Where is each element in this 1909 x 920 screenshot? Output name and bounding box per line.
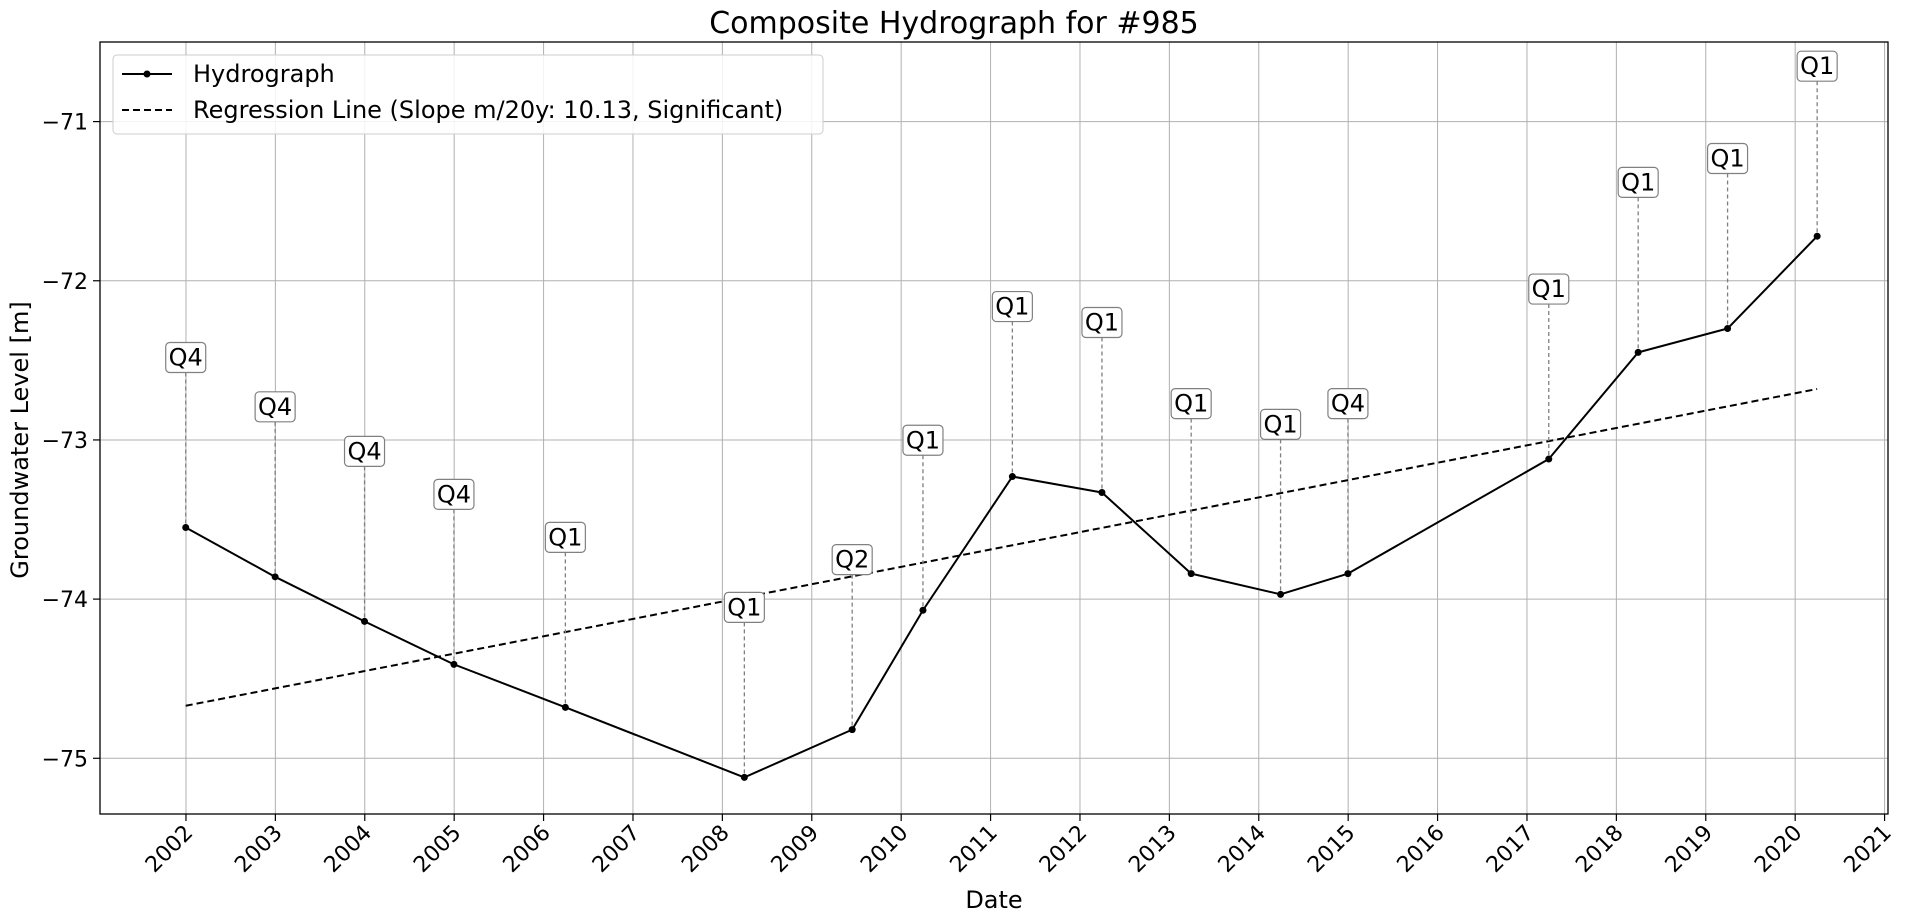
annotation-box xyxy=(1081,306,1123,339)
annotation-label: Q1 xyxy=(727,593,761,621)
legend-hydrograph-marker xyxy=(143,70,151,78)
y-tick-label: −75 xyxy=(42,747,88,772)
legend-box xyxy=(112,54,824,135)
y-tick-label: −71 xyxy=(42,111,88,136)
regression-line xyxy=(185,388,1818,707)
annotation-box xyxy=(723,591,765,623)
y-tick-label: −73 xyxy=(42,429,88,454)
y-axis: −75 −74 −73 −72 −71 xyxy=(42,111,100,772)
annotation-label: Q4 xyxy=(347,437,381,465)
hydrograph-point xyxy=(1008,473,1016,481)
hydrograph-point xyxy=(1344,570,1352,578)
annotation-box xyxy=(1617,166,1659,198)
hydrograph-point xyxy=(1724,325,1732,333)
annotation-stems xyxy=(185,81,1818,778)
annotation-box xyxy=(254,391,296,423)
hydrograph-point xyxy=(848,726,856,734)
hydrograph-series xyxy=(182,232,1821,781)
hydrograph-point xyxy=(919,606,927,614)
hydrograph-point xyxy=(361,617,369,625)
annotation-label: Q1 xyxy=(1263,410,1297,438)
hydrograph-point xyxy=(271,573,279,581)
hydrograph-point xyxy=(1545,455,1553,463)
chart-title: Composite Hydrograph for #985 xyxy=(709,6,1199,41)
annotation-box xyxy=(991,290,1033,323)
annotation-label: Q1 xyxy=(1532,275,1566,303)
hydrograph-point xyxy=(1634,348,1642,356)
legend-hydrograph-label: Hydrograph xyxy=(193,60,335,88)
regression-series xyxy=(185,388,1818,707)
annotation-box xyxy=(433,478,475,510)
y-axis-label: Groundwater Level [m] xyxy=(6,301,34,578)
annotation-label: Q1 xyxy=(548,523,582,551)
annotation-box xyxy=(1528,273,1570,305)
hydrograph-point xyxy=(1098,488,1106,496)
annotation-label: Q1 xyxy=(1710,145,1744,173)
hydrograph-point xyxy=(450,660,458,668)
y-tick-label: −72 xyxy=(42,270,88,295)
annotation-box xyxy=(1170,388,1212,420)
annotation-box xyxy=(1796,50,1838,82)
legend-regression-label: Regression Line (Slope m/20y: 10.13, Sig… xyxy=(193,96,783,124)
annotation-label: Q1 xyxy=(1174,390,1208,418)
quarter-annotations: Q4 Q4 Q4 Q4 Q1 Q1 Q2 Q1 Q1 Q1 Q1 Q1 Q4 Q1 Q1 Q1 Q1 xyxy=(165,50,1838,623)
annotation-label: Q4 xyxy=(1331,390,1365,418)
annotation-box xyxy=(1706,142,1749,175)
annotation-label: Q2 xyxy=(835,546,869,574)
hydrograph-point xyxy=(182,523,190,531)
annotation-box xyxy=(831,544,873,576)
x-axis-label: Date xyxy=(965,886,1022,914)
hydrograph-point xyxy=(561,703,569,711)
hydrograph-point xyxy=(1813,232,1821,240)
annotation-label: Q1 xyxy=(1621,168,1655,196)
annotation-box xyxy=(902,424,944,456)
legend: Hydrograph Regression Line (Slope m/20y:… xyxy=(112,54,824,135)
annotation-label: Q4 xyxy=(437,480,471,508)
plot-frame xyxy=(99,41,1889,815)
annotation-label: Q4 xyxy=(169,343,203,371)
hydrograph-point xyxy=(1277,590,1285,598)
annotation-box xyxy=(1259,408,1302,440)
annotation-label: Q1 xyxy=(995,293,1029,321)
hydrograph-point xyxy=(1187,570,1195,578)
y-tick-label: −74 xyxy=(42,588,88,613)
annotation-box xyxy=(165,341,207,374)
annotation-label: Q1 xyxy=(1085,308,1119,336)
annotation-label: Q4 xyxy=(258,393,292,421)
annotation-label: Q1 xyxy=(1800,52,1834,80)
annotation-box xyxy=(343,435,386,467)
annotation-box xyxy=(544,521,586,553)
annotation-box xyxy=(1327,388,1369,420)
annotation-label: Q1 xyxy=(906,426,940,454)
hydrograph-point xyxy=(740,773,748,781)
